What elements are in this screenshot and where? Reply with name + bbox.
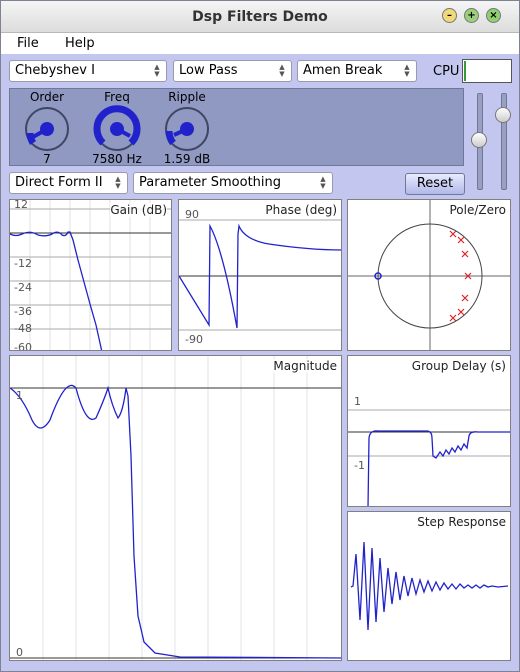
type-select-value: Low Pass — [179, 63, 238, 78]
window-title: Dsp Filters Demo — [192, 9, 328, 25]
slider-handle-left[interactable] — [471, 132, 487, 148]
phase-tick-90: 90 — [185, 208, 199, 221]
polezero-title: Pole/Zero — [449, 203, 506, 217]
gain-tick-12: 12 — [14, 199, 28, 211]
knob-label-freq: Freq — [104, 90, 130, 104]
cpu-label: CPU — [433, 64, 460, 79]
gain-tick-m12: -12 — [14, 257, 32, 270]
knob-order[interactable] — [22, 105, 72, 155]
menu-help[interactable]: Help — [65, 36, 95, 51]
structure-select[interactable]: Direct Form II ▲ ▼ — [9, 172, 128, 194]
cpu-meter — [462, 59, 512, 83]
magnitude-plot — [10, 356, 341, 660]
gain-plot — [10, 200, 171, 350]
phase-tick-m90: -90 — [185, 333, 203, 346]
polezero-graph: Pole/Zero — [347, 199, 511, 351]
groupdelay-graph: 1 -1 Group Delay (s) — [347, 355, 511, 507]
slider-track-right — [501, 93, 507, 190]
knob-value-freq: 7580 Hz — [92, 152, 142, 166]
maximize-icon[interactable]: + — [464, 8, 479, 23]
minimize-icon[interactable]: – — [442, 8, 457, 23]
cpu-meter-fill — [464, 61, 466, 81]
smoothing-select[interactable]: Parameter Smoothing ▲ ▼ — [133, 172, 333, 194]
knob-value-ripple: 1.59 dB — [163, 152, 211, 166]
magnitude-tick-1: 1 — [16, 389, 23, 402]
structure-select-value: Direct Form II — [15, 175, 103, 190]
gain-title: Gain (dB) — [110, 203, 167, 217]
smoothing-select-value: Parameter Smoothing — [139, 175, 282, 190]
close-icon[interactable]: × — [486, 8, 501, 23]
magnitude-graph: 1 0 Magnitude — [9, 355, 342, 661]
knob-panel: Order Freq Ripple 7 7580 Hz 1.59 dB — [9, 88, 464, 166]
knob-ripple[interactable] — [162, 105, 212, 155]
gain-tick-m60: -60 — [14, 341, 32, 351]
reset-button[interactable]: Reset — [405, 173, 465, 195]
family-select-value: Chebyshev I — [15, 63, 95, 78]
magnitude-title: Magnitude — [273, 359, 337, 373]
menu-file[interactable]: File — [17, 36, 39, 51]
groupdelay-plot — [348, 409, 510, 506]
gain-tick-m36: -36 — [14, 305, 32, 318]
phase-title: Phase (deg) — [265, 203, 337, 217]
audio-select[interactable]: Amen Break ▲ ▼ — [297, 60, 417, 82]
updown-icon: ▲ ▼ — [115, 175, 121, 190]
updown-icon: ▲ ▼ — [404, 63, 410, 78]
phase-plot — [179, 219, 341, 331]
updown-icon: ▲ ▼ — [279, 63, 285, 78]
gain-tick-m24: -24 — [14, 281, 32, 294]
knob-freq[interactable] — [92, 105, 142, 155]
knob-value-order: 7 — [43, 152, 51, 166]
updown-icon: ▲ ▼ — [154, 63, 160, 78]
step-plot — [350, 541, 509, 631]
knob-label-order: Order — [29, 90, 65, 104]
phase-graph: 90 -90 Phase (deg) — [178, 199, 342, 351]
polezero-plot — [348, 200, 510, 350]
title-bar: Dsp Filters Demo – + × — [1, 1, 519, 33]
gain-tick-m48: -48 — [14, 322, 32, 335]
gain-graph: 12 -12 -24 -36 -48 -60 Gain (dB) — [9, 199, 172, 351]
updown-icon: ▲ ▼ — [320, 175, 326, 190]
slider-handle-right[interactable] — [495, 107, 511, 123]
step-graph: Step Response — [347, 511, 511, 661]
family-select[interactable]: Chebyshev I ▲ ▼ — [9, 60, 167, 82]
menu-bar: File Help — [1, 33, 519, 54]
knob-label-ripple: Ripple — [168, 90, 206, 104]
groupdelay-title: Group Delay (s) — [411, 359, 506, 373]
type-select[interactable]: Low Pass ▲ ▼ — [173, 60, 292, 82]
groupdelay-tick-1: 1 — [354, 395, 361, 408]
audio-select-value: Amen Break — [303, 63, 383, 78]
groupdelay-tick-m1: -1 — [354, 459, 365, 472]
magnitude-tick-0: 0 — [16, 646, 23, 659]
step-title: Step Response — [417, 515, 506, 529]
